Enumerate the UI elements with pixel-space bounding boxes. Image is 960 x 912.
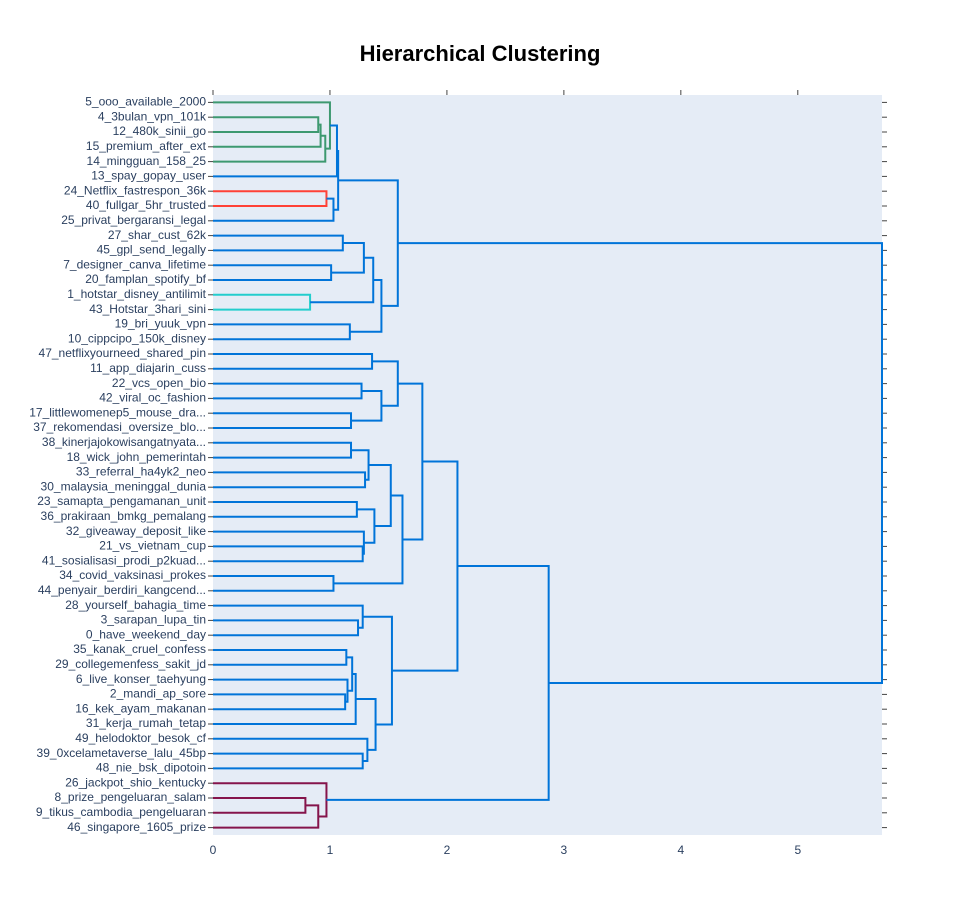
link: [213, 234, 344, 252]
leaf-label: 6_live_konser_taehyung: [76, 672, 206, 686]
leaf-label: 21_vs_vietnam_cup: [99, 539, 206, 553]
leaf-label: 44_penyair_berdiri_kangcend...: [38, 583, 206, 597]
leaf-label: 0_have_weekend_day: [86, 627, 206, 641]
leaf-label: 10_cippcipo_150k_disney: [68, 331, 206, 345]
leaf-label: 31_kerja_rumah_tetap: [86, 716, 206, 730]
leaf-label: 1_hotstar_disney_antilimit: [67, 287, 206, 301]
link: [356, 508, 376, 544]
leaf-label: 4_3bulan_vpn_101k: [98, 109, 207, 123]
leaf-label: 40_fullgar_5hr_trusted: [86, 198, 206, 212]
leaf-label: 22_vcs_open_bio: [112, 376, 206, 390]
leaf-label: 18_wick_john_pemerintah: [67, 450, 206, 464]
link: [213, 116, 320, 133]
link: [351, 449, 370, 481]
x-tick-label: 2: [444, 843, 451, 857]
leaf-label: 48_nie_bsk_dipotoin: [96, 761, 206, 775]
leaf-label: 34_covid_vaksinasi_prokes: [59, 568, 206, 582]
leaf-label: 2_mandi_ap_sore: [110, 687, 206, 701]
leaf-label: 11_app_diajarin_cuss: [90, 361, 206, 375]
leaf-label: 17_littlewomenep5_mouse_dra...: [29, 405, 206, 419]
x-tick-label: 4: [677, 843, 684, 857]
leaf-label: 3_sarapan_lupa_tin: [101, 613, 206, 627]
link: [368, 464, 392, 528]
leaf-label: 49_helodoktor_besok_cf: [75, 731, 206, 745]
leaf-label: 13_spay_gopay_user: [91, 169, 206, 183]
leaf-label: 7_designer_canva_lifetime: [63, 257, 206, 271]
link: [213, 501, 358, 518]
leaf-label: 47_netflixyourneed_shared_pin: [39, 346, 206, 360]
x-tick-label: 0: [210, 843, 217, 857]
leaf-label: 26_jackpot_shio_kentucky: [65, 775, 206, 789]
leaf-label: 46_singapore_1605_prize: [67, 820, 206, 834]
link: [391, 460, 459, 672]
leaf-label: 37_rekomendasi_oversize_blo...: [33, 420, 206, 434]
leaf-label: 39_0xcelametaverse_lalu_45bp: [37, 746, 207, 760]
link: [213, 604, 364, 629]
leaf-label: 27_shar_cust_62k: [108, 228, 207, 242]
leaf-label: 14_mingguan_158_25: [87, 154, 207, 168]
leaf-label: 38_kinerjajokowisangatnyata...: [42, 435, 206, 449]
link: [213, 101, 331, 150]
link: [213, 782, 328, 818]
x-tick-label: 1: [327, 843, 334, 857]
leaf-label: 36_prakiraan_bmkg_pemalang: [41, 509, 206, 523]
leaf-label: 30_malaysia_meninggal_dunia: [41, 479, 207, 493]
leaf-label: 12_480k_sinii_go: [113, 124, 207, 138]
plot-area: [213, 95, 882, 835]
link: [346, 656, 354, 692]
link: [333, 494, 404, 585]
link: [213, 441, 353, 459]
x-tick-label: 3: [561, 843, 568, 857]
leaf-label: 24_Netflix_fastrespon_36k: [64, 183, 207, 197]
link: [213, 752, 364, 770]
link: [333, 149, 340, 211]
leaf-label: 19_bri_yuuk_vpn: [115, 317, 206, 331]
chart-title: Hierarchical Clustering: [360, 41, 601, 66]
leaf-label: 29_collegemenfess_sakit_jd: [55, 657, 206, 671]
leaf-label: 32_giveaway_deposit_like: [66, 524, 206, 538]
leaf-label: 25_privat_bergaransi_legal: [61, 213, 206, 227]
leaf-label: 5_ooo_available_2000: [85, 95, 206, 109]
link: [213, 545, 364, 563]
leaf-label: 35_kanak_cruel_confess: [73, 642, 206, 656]
leaf-label: 9_tikus_cambodia_pengeluaran: [36, 805, 206, 819]
leaf-label: 8_prize_pengeluaran_salam: [55, 790, 206, 804]
link: [213, 123, 322, 148]
link: [213, 190, 328, 207]
leaf-label: 23_samapta_pengamanan_unit: [37, 494, 206, 508]
link: [397, 242, 883, 684]
leaf-label: 33_referral_ha4yk2_neo: [76, 465, 206, 479]
leaf-label: 16_kek_ayam_makanan: [75, 701, 206, 715]
link: [213, 804, 320, 829]
link: [213, 649, 348, 666]
x-tick-label: 5: [794, 843, 801, 857]
leaf-label: 43_Hotstar_3hari_sini: [89, 302, 206, 316]
link: [213, 293, 312, 311]
link: [213, 412, 353, 429]
leaf-label: 20_famplan_spotify_bf: [85, 272, 206, 286]
leaf-label: 28_yourself_bahagia_time: [65, 598, 206, 612]
leaf-label: 15_premium_after_ext: [86, 139, 207, 153]
leaf-label: 41_sosialisasi_prodi_p2kuad...: [42, 553, 206, 567]
leaf-label: 45_gpl_send_legally: [97, 243, 206, 257]
leaf-label: 42_viral_oc_fashion: [99, 391, 206, 405]
link: [213, 471, 367, 489]
